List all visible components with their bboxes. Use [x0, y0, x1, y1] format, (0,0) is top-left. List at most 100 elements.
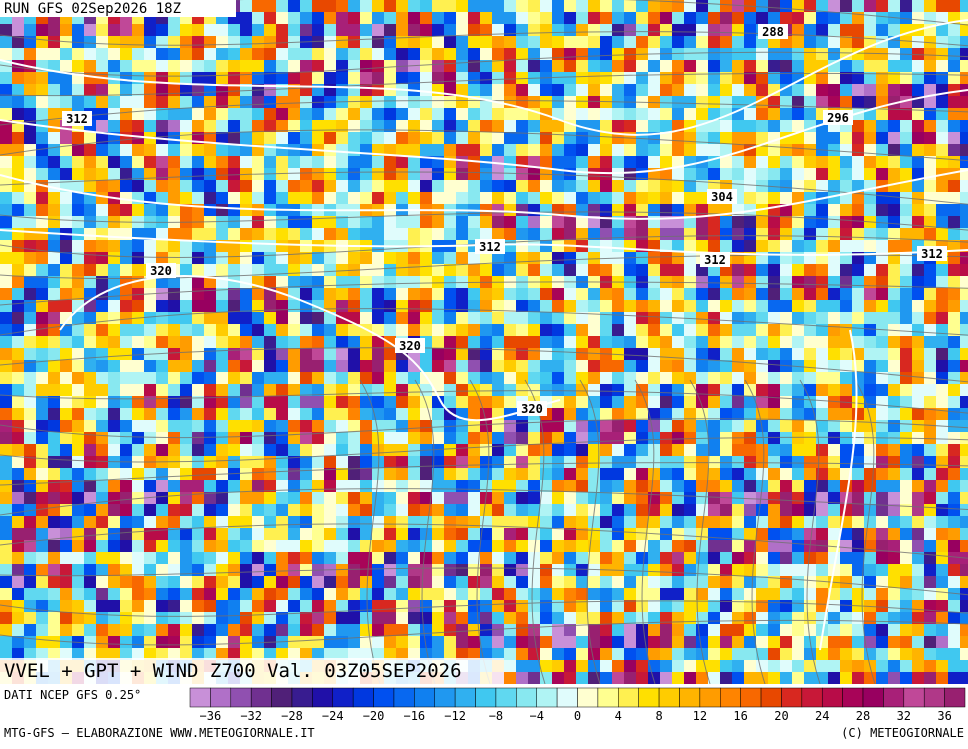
field-cell [888, 300, 900, 312]
field-cell [372, 120, 384, 132]
field-cell [708, 372, 720, 384]
field-cell [432, 228, 444, 240]
field-cell [564, 504, 576, 516]
field-cell [888, 576, 900, 588]
field-cell [708, 84, 720, 96]
field-cell [672, 504, 684, 516]
field-cell [504, 60, 516, 72]
field-cell [156, 96, 168, 108]
field-cell [840, 408, 852, 420]
field-cell [240, 588, 252, 600]
field-cell [672, 300, 684, 312]
field-cell [132, 444, 144, 456]
field-cell [12, 288, 24, 300]
field-cell [720, 324, 732, 336]
field-cell [948, 240, 960, 252]
field-cell [588, 480, 600, 492]
field-cell [96, 444, 108, 456]
field-cell [792, 324, 804, 336]
field-cell [96, 204, 108, 216]
field-cell [720, 636, 732, 648]
field-cell [528, 24, 540, 36]
field-cell [396, 180, 408, 192]
field-cell [912, 612, 924, 624]
field-cell [924, 432, 936, 444]
field-cell [240, 288, 252, 300]
field-cell [792, 48, 804, 60]
field-cell [360, 228, 372, 240]
field-cell [672, 528, 684, 540]
field-cell [276, 12, 288, 24]
field-cell [852, 300, 864, 312]
field-cell [480, 324, 492, 336]
field-cell [252, 96, 264, 108]
field-cell [900, 300, 912, 312]
field-cell [420, 156, 432, 168]
field-cell [768, 648, 780, 660]
field-cell [456, 24, 468, 36]
field-cell [780, 480, 792, 492]
field-cell [264, 312, 276, 324]
field-cell [864, 276, 876, 288]
field-cell [120, 96, 132, 108]
field-cell [684, 228, 696, 240]
field-cell [240, 552, 252, 564]
field-cell [948, 612, 960, 624]
field-cell [276, 96, 288, 108]
field-cell [720, 60, 732, 72]
field-cell [192, 384, 204, 396]
field-cell [720, 168, 732, 180]
field-cell [948, 204, 960, 216]
field-cell [516, 72, 528, 84]
field-cell [204, 648, 216, 660]
field-cell [168, 552, 180, 564]
field-cell [444, 0, 456, 12]
field-cell [636, 72, 648, 84]
field-cell [252, 420, 264, 432]
field-cell [240, 192, 252, 204]
field-cell [252, 324, 264, 336]
field-cell [720, 648, 732, 660]
field-cell [540, 420, 552, 432]
field-cell [432, 288, 444, 300]
field-cell [840, 636, 852, 648]
field-cell [0, 552, 12, 564]
field-cell [780, 156, 792, 168]
field-cell [852, 228, 864, 240]
field-cell [528, 84, 540, 96]
field-cell [600, 588, 612, 600]
field-cell [516, 300, 528, 312]
field-cell [408, 180, 420, 192]
field-cell [72, 288, 84, 300]
field-cell [288, 264, 300, 276]
field-cell [600, 312, 612, 324]
field-cell [816, 156, 828, 168]
field-cell [396, 228, 408, 240]
field-cell [636, 552, 648, 564]
field-cell [540, 516, 552, 528]
field-cell [648, 612, 660, 624]
field-cell [144, 84, 156, 96]
field-cell [720, 228, 732, 240]
field-cell [816, 408, 828, 420]
field-cell [516, 84, 528, 96]
field-cell [252, 492, 264, 504]
field-cell [396, 216, 408, 228]
field-cell [672, 468, 684, 480]
field-cell [588, 36, 600, 48]
field-cell [24, 192, 36, 204]
field-cell [204, 144, 216, 156]
field-cell [468, 252, 480, 264]
field-cell [528, 456, 540, 468]
field-cell [600, 372, 612, 384]
field-cell [192, 504, 204, 516]
field-cell [528, 564, 540, 576]
field-cell [828, 180, 840, 192]
field-cell [408, 36, 420, 48]
field-cell [240, 564, 252, 576]
field-cell [960, 48, 968, 60]
field-cell [528, 228, 540, 240]
field-cell [588, 132, 600, 144]
field-cell [768, 624, 780, 636]
field-cell [456, 156, 468, 168]
